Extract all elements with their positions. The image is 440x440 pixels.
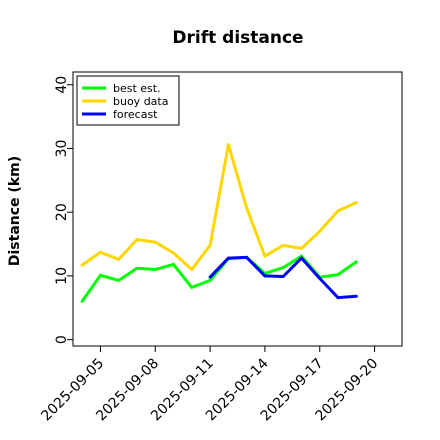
legend-label: best est. [113,82,161,95]
data-point-forecast [336,296,340,300]
data-point-buoy-data [318,229,322,233]
series-line-best-est [80,254,358,303]
legend-label: buoy data [113,95,168,108]
data-point-best-est [172,262,176,266]
plot-area [72,71,403,347]
data-point-buoy-data [226,143,230,147]
y-tick-label: 0 [54,335,70,344]
y-tick-label: 20 [54,203,70,221]
y-axis-label: Distance (km) [7,156,23,266]
data-point-buoy-data [80,263,84,267]
data-point-buoy-data [336,209,340,213]
data-point-buoy-data [153,240,157,244]
data-point-best-est [80,299,84,303]
data-point-buoy-data [190,268,194,272]
data-point-forecast [208,275,212,279]
data-point-buoy-data [172,251,176,255]
data-point-buoy-data [117,257,121,261]
data-point-buoy-data [245,206,249,210]
y-tick-label: 10 [54,267,70,285]
data-point-best-est [135,266,139,270]
data-point-buoy-data [299,247,303,251]
data-point-forecast [318,276,322,280]
x-axis: 2025-09-052025-09-082025-09-112025-09-14… [38,346,381,424]
data-point-best-est [208,278,212,282]
data-point-buoy-data [135,238,139,242]
data-point-forecast [263,274,267,278]
data-point-forecast [281,275,285,279]
data-point-best-est [281,266,285,270]
data-point-buoy-data [98,250,102,254]
series-line-buoy-data [81,143,357,271]
data-point-best-est [336,273,340,277]
data-point-best-est [354,260,358,264]
data-point-forecast [354,294,358,298]
data-point-forecast [226,256,230,260]
data-point-buoy-data [354,201,358,205]
data-point-buoy-data [281,243,285,247]
y-tick-label: 40 [54,76,70,94]
data-point-best-est [98,273,102,277]
y-axis: 0 10 20 30 40 [54,76,73,344]
data-point-buoy-data [263,254,267,258]
chart-title: Drift distance [172,28,303,48]
data-point-forecast [299,256,303,260]
data-point-forecast [245,255,249,259]
y-tick-label: 30 [54,140,70,158]
data-point-buoy-data [208,243,212,247]
legend-label: forecast [113,108,158,121]
data-point-best-est [153,268,157,272]
series-layer [80,143,358,303]
data-point-best-est [190,285,194,289]
data-point-best-est [117,278,121,282]
